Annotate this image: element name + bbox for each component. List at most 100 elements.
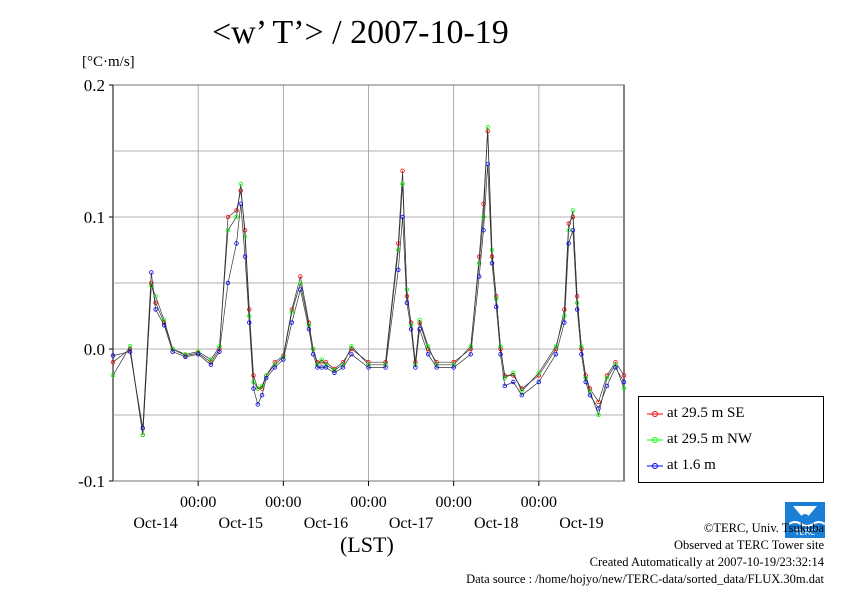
series-line [112,127,625,435]
series-point [489,247,495,253]
series-point [621,373,627,378]
series-point [604,375,610,381]
series-point [425,352,431,357]
series-point [468,344,473,349]
x-tick-day-label: Oct-15 [219,515,263,532]
y-tick-label: -0.1 [78,472,105,491]
series-point [404,287,410,292]
series-point [234,241,239,246]
series-point [481,214,486,220]
y-tick-label: 0.2 [84,76,105,95]
series-point [161,317,167,323]
series-point [259,383,265,389]
series-point [255,402,260,407]
legend-label-16m: at 1.6 m [667,457,716,473]
series-point [596,412,601,418]
series-point [247,320,252,325]
series-point [349,344,354,349]
y-tick-label: 0.1 [84,208,105,227]
series-point [468,346,473,352]
series-point [494,296,499,302]
series-point [272,362,278,368]
credit-source: Data source : /home/hojyo/new/TERC-data/… [466,572,824,586]
series-point [110,360,116,365]
series-point [272,365,278,370]
series-point [127,344,133,349]
x-tick-day-label: Oct-14 [133,515,177,532]
series-point [566,227,571,233]
x-tick-time-label: 00:00 [180,494,216,511]
series-point [310,346,316,352]
legend-label-nw: at 29.5 m NW [667,431,752,447]
series-point [323,362,329,368]
series-point [366,362,371,368]
series-point [195,352,201,357]
series-point [596,399,601,404]
series-point [242,254,248,259]
series-point [310,352,316,357]
series-point [400,168,405,173]
series-point [234,214,239,220]
series-point [340,360,346,365]
credit-copyright: ©TERC, Univ. Tsukuba [703,521,824,535]
series-point [494,304,499,309]
series-point [511,373,516,378]
series-point [170,349,175,354]
series-point [366,365,371,370]
series-point [298,274,303,279]
series-point [272,360,278,365]
series-point [613,362,618,368]
series-point [570,208,576,213]
series-point [298,280,303,286]
series-point [596,406,601,411]
series-point [110,353,116,358]
series-point [553,344,559,349]
series-point [315,365,320,370]
series-point [400,214,405,220]
series-point [413,365,418,370]
series-point [349,352,354,357]
series-point [511,370,516,375]
series-point [566,221,571,226]
series-point [319,365,324,370]
series-point [498,352,503,357]
series-point [153,307,158,312]
series-point [298,287,303,292]
series-point [566,241,571,246]
credit-created: Created Automatically at 2007-10-19/23:3… [589,555,824,569]
series-point [489,261,495,266]
series-point [417,327,422,332]
series-point [477,261,482,266]
x-tick-day-label: Oct-16 [304,515,348,532]
series-point [621,386,627,391]
terc-logo-icon: TERC [785,502,825,538]
legend-item-16m: at 1.6 m [647,455,716,475]
series-point [434,360,439,365]
series-point [251,386,256,391]
x-tick-time-label: 00:00 [521,494,557,511]
series-point [225,280,231,286]
series-point [149,270,154,275]
series-point [579,352,584,357]
x-axis-label: (LST) [340,532,394,557]
series-point [562,320,567,325]
series-point [238,181,243,187]
x-tick-day-label: Oct-19 [559,515,603,532]
series-point [140,432,146,437]
series-point [451,362,456,368]
series-point [183,352,188,357]
series-point [579,344,584,349]
series-point [587,393,593,398]
x-tick-day-label: Oct-17 [389,515,433,532]
series-point [553,352,559,357]
series-point [217,344,222,349]
credits: ©TERC, Univ. Tsukuba Observed at TERC To… [466,520,824,588]
series-point [161,323,167,328]
legend-label-se: at 29.5 m SE [667,405,745,421]
legend-marker-nw-icon [647,436,663,443]
series-point [289,320,295,325]
series-point [238,201,243,206]
series-point [417,317,422,323]
series-point [183,354,188,360]
